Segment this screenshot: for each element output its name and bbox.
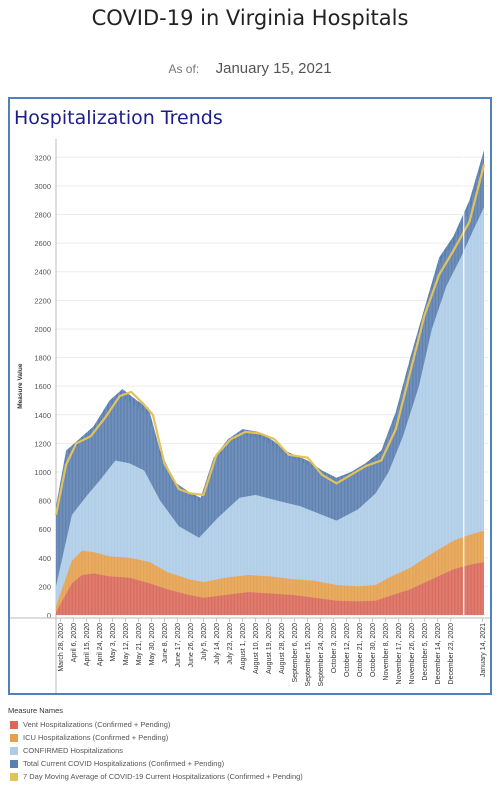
legend-swatch: [10, 759, 18, 768]
as-of-date: January 15, 2021: [215, 60, 332, 77]
x-tick-label: April 15, 2020: [84, 623, 91, 666]
x-tick-label: April 6, 2020: [71, 623, 78, 662]
legend-item[interactable]: Total Current COVID Hospitalizations (Co…: [8, 757, 488, 770]
y-tick-label: 600: [38, 525, 51, 534]
y-tick-label: 1000: [34, 468, 51, 477]
x-tick-label: June 8, 2020: [162, 623, 169, 664]
chart-panel: Hospitalization Trends 0 200 400 600 800 1000…: [8, 97, 492, 695]
y-tick-label: 200: [38, 582, 51, 591]
y-tick-label: 2800: [34, 211, 51, 220]
y-tick-label: 400: [38, 554, 51, 563]
y-tick-label: 800: [38, 497, 51, 506]
legend-item[interactable]: Vent Hospitalizations (Confirmed + Pendi…: [8, 718, 488, 731]
x-tick-label: January 14, 2021: [480, 623, 487, 677]
legend-label: 7 Day Moving Average of COVID-19 Current…: [23, 772, 303, 781]
legend-item[interactable]: 7 Day Moving Average of COVID-19 Current…: [8, 770, 488, 783]
y-tick-label: 1600: [34, 382, 51, 391]
moving-average-line: [54, 164, 486, 516]
legend: Measure Names Vent Hospitalizations (Con…: [8, 706, 488, 783]
legend-label: ICU Hospitalizations (Confirmed + Pendin…: [23, 733, 169, 742]
x-tick-label: August 10, 2020: [253, 623, 260, 674]
y-tick-label: 2400: [34, 268, 51, 277]
hospitalization-trends-chart[interactable]: 0 200 400 600 800 1000 1200 1400 1600 1800 2000 220…: [10, 99, 490, 693]
legend-label: CONFIRMED Hospitalizations: [23, 746, 124, 755]
y-tick-label: 1200: [34, 439, 51, 448]
x-tick-label: September 6, 2020: [292, 623, 299, 683]
x-tick-label: March 28, 2020: [58, 623, 65, 672]
y-tick-label: 1800: [34, 354, 51, 363]
y-tick-label: 3000: [34, 182, 51, 191]
chart-title: Hospitalization Trends: [14, 107, 223, 129]
area-series-0: [56, 562, 484, 615]
x-tick-label: May 12, 2020: [123, 623, 130, 666]
y-tick-label: 2600: [34, 239, 51, 248]
y-tick-label: 2000: [34, 325, 51, 334]
x-tick-label: December 5, 2020: [422, 623, 429, 681]
legend-item[interactable]: ICU Hospitalizations (Confirmed + Pendin…: [8, 731, 488, 744]
legend-label: Vent Hospitalizations (Confirmed + Pendi…: [23, 720, 171, 729]
legend-swatch: [10, 772, 18, 781]
x-tick-label: July 23, 2020: [227, 623, 234, 665]
x-tick-label: May 3, 2020: [110, 623, 117, 662]
x-tick-label: October 12, 2020: [344, 623, 351, 677]
as-of-label: As of:: [168, 62, 200, 76]
y-tick-label: 0: [47, 611, 51, 620]
legend-swatch: [10, 720, 18, 729]
x-tick-label: April 24, 2020: [97, 623, 104, 666]
x-tick-label: December 23, 2020: [448, 623, 455, 685]
area-series-2: [56, 207, 484, 615]
x-tick-label: October 21, 2020: [357, 623, 364, 677]
y-tick-label: 2200: [34, 296, 51, 305]
legend-swatch: [10, 746, 18, 755]
as-of-row: As of: January 15, 2021: [0, 60, 500, 78]
x-tick-label: August 1, 2020: [240, 623, 247, 670]
x-tick-label: July 14, 2020: [214, 623, 221, 665]
x-tick-label: August 28, 2020: [279, 623, 286, 674]
legend-title: Measure Names: [8, 706, 64, 715]
x-tick-label: July 5, 2020: [201, 623, 208, 661]
x-tick-label: June 26, 2020: [188, 623, 195, 667]
page-title: COVID-19 in Virginia Hospitals: [91, 6, 409, 30]
x-tick-label: September 24, 2020: [318, 623, 325, 687]
x-tick-label: May 30, 2020: [149, 623, 156, 666]
x-tick-label: December 14, 2020: [435, 623, 442, 685]
x-tick-label: October 3, 2020: [331, 623, 338, 673]
x-tick-label: June 17, 2020: [175, 623, 182, 667]
x-tick-label: November 26, 2020: [409, 623, 416, 685]
x-tick-label: November 17, 2020: [396, 623, 403, 685]
legend-item[interactable]: CONFIRMED Hospitalizations: [8, 744, 488, 757]
legend-swatch: [10, 733, 18, 742]
daily-bar-texture: [55, 139, 485, 615]
x-tick-label: October 30, 2020: [370, 623, 377, 677]
x-tick-label: May 21, 2020: [136, 623, 143, 666]
y-tick-label: 3200: [34, 153, 51, 162]
x-tick-label: November 8, 2020: [383, 623, 390, 681]
legend-label: Total Current COVID Hospitalizations (Co…: [23, 759, 225, 768]
y-axis-title: Measure Value: [17, 363, 24, 409]
x-tick-label: September 15, 2020: [305, 623, 312, 687]
y-tick-label: 1400: [34, 411, 51, 420]
x-tick-label: August 19, 2020: [266, 623, 273, 674]
